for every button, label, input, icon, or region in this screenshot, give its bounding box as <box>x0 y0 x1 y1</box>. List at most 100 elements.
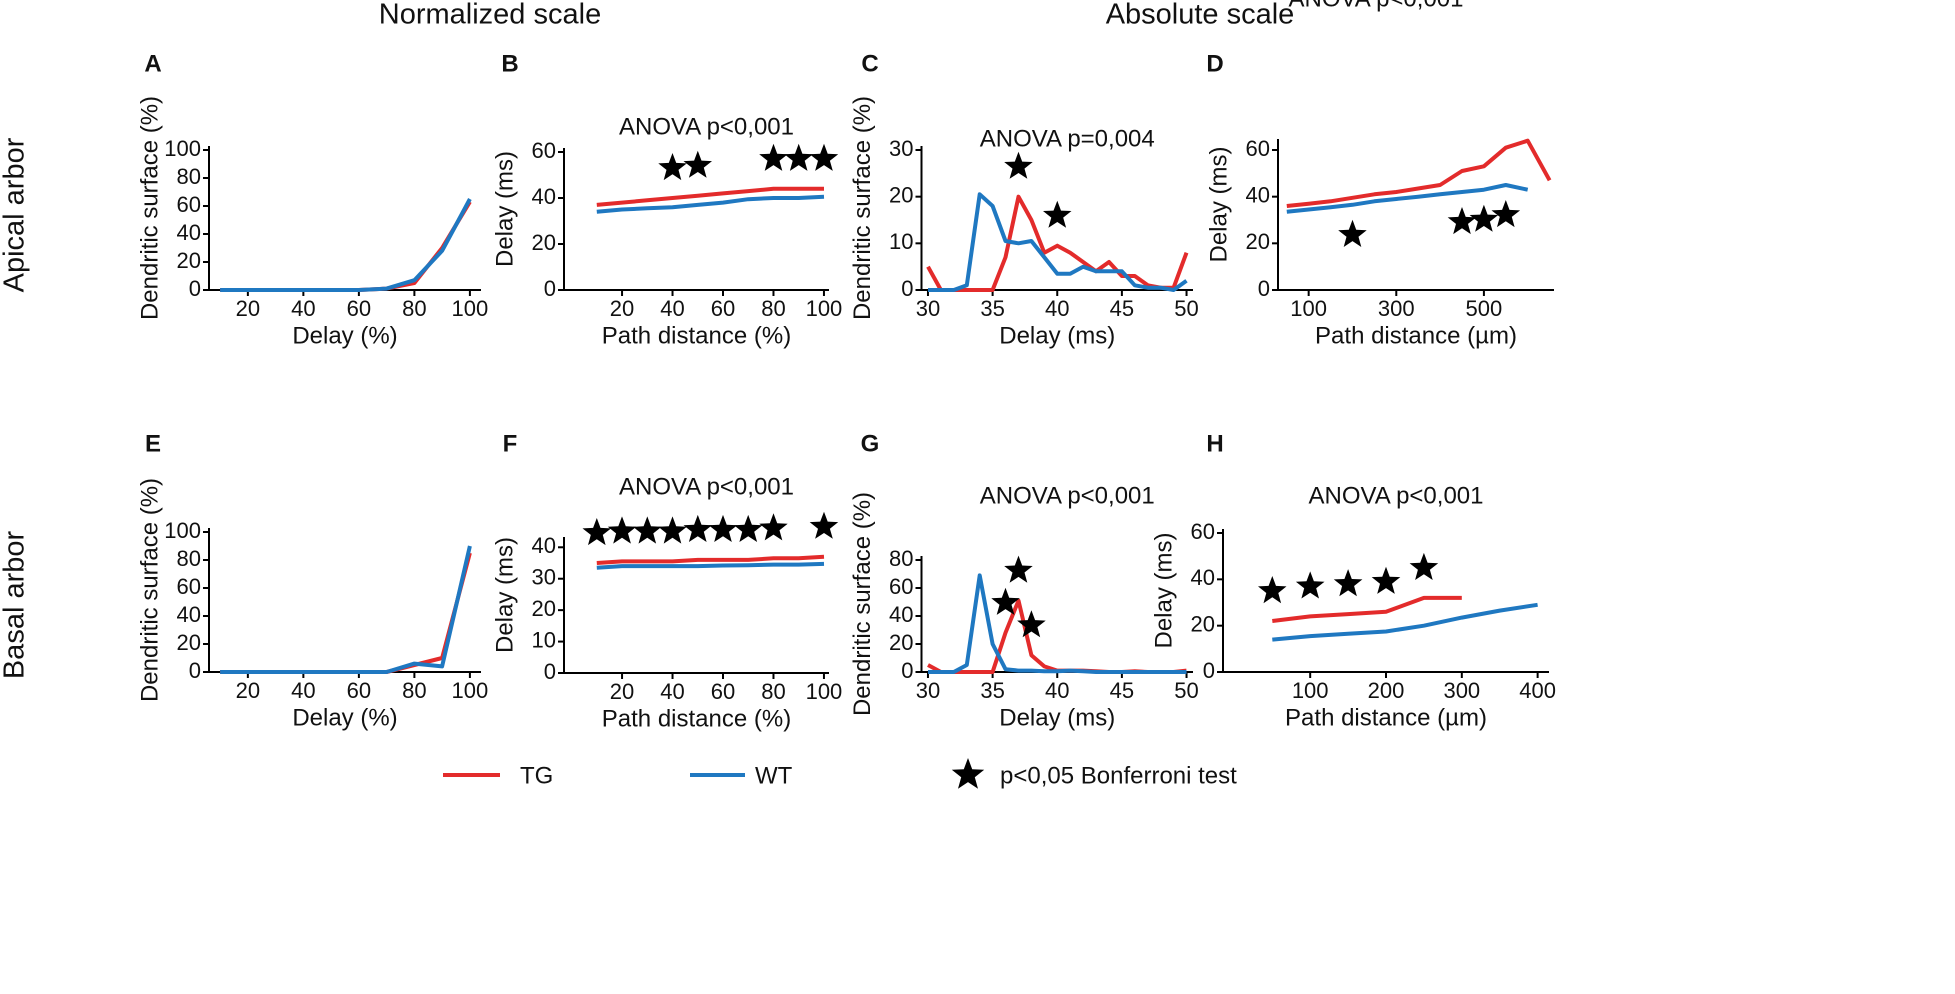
x-axis-label: Path distance (µm) <box>1285 704 1487 731</box>
row-title: Apical arbor <box>0 137 31 292</box>
panel-label: A <box>144 50 161 77</box>
x-tick-label: 30 <box>916 678 940 703</box>
y-tick-label: 20 <box>532 596 556 621</box>
significance-star <box>1017 610 1046 638</box>
y-axis-label: Dendritic surface (%) <box>136 478 163 702</box>
y-tick-label: 100 <box>164 518 201 543</box>
legend-label: TG <box>520 762 553 789</box>
x-tick-label: 300 <box>1378 296 1415 321</box>
x-axis-label: Path distance (%) <box>602 322 791 349</box>
y-tick-label: 0 <box>901 276 913 301</box>
x-tick-label: 30 <box>916 296 940 321</box>
annotation: ANOVA p<0,001 <box>619 113 794 140</box>
y-tick-label: 20 <box>1191 611 1215 636</box>
x-tick-label: 100 <box>806 679 843 704</box>
series-line <box>928 573 1187 674</box>
series-line <box>220 198 472 292</box>
y-axis-label: Dendritic surface (%) <box>849 492 876 716</box>
significance-star <box>658 153 687 181</box>
significance-star <box>1447 207 1477 235</box>
panel-label: E <box>145 430 161 457</box>
significance-star <box>1295 571 1325 599</box>
y-tick-label: 20 <box>889 630 913 655</box>
x-tick-label: 50 <box>1174 296 1198 321</box>
significance-star <box>683 150 712 178</box>
significance-star <box>1409 552 1439 580</box>
significance-star <box>1043 200 1072 228</box>
series-line <box>596 194 825 214</box>
x-axis-label: Delay (ms) <box>999 322 1115 349</box>
y-tick-label: 20 <box>532 230 556 255</box>
x-tick-label: 60 <box>347 678 371 703</box>
significance-star <box>991 587 1020 615</box>
series-line <box>1286 183 1529 214</box>
y-tick-label: 0 <box>189 658 201 683</box>
series-line <box>1272 595 1462 623</box>
x-tick-label: 40 <box>291 296 315 321</box>
significance-star <box>809 143 839 171</box>
x-tick-label: 80 <box>402 678 426 703</box>
x-tick-label: 100 <box>1292 678 1329 703</box>
significance-star <box>809 511 839 539</box>
panel-label: C <box>861 50 878 77</box>
significance-star <box>683 514 712 542</box>
series-line <box>220 545 472 674</box>
y-axis-label: Delay (ms) <box>1205 146 1232 262</box>
legend-label: WT <box>755 762 793 789</box>
y-tick-label: 20 <box>889 182 913 207</box>
significance-star <box>708 514 738 542</box>
legend-label: p<0,05 Bonferroni test <box>1000 762 1237 789</box>
y-tick-label: 40 <box>532 533 556 558</box>
x-tick-label: 20 <box>236 678 260 703</box>
x-tick-label: 40 <box>660 679 684 704</box>
x-tick-label: 80 <box>761 679 785 704</box>
x-axis-label: Delay (%) <box>292 322 397 349</box>
y-tick-label: 0 <box>544 276 556 301</box>
x-tick-label: 100 <box>806 296 843 321</box>
y-tick-label: 20 <box>1246 229 1270 254</box>
series-line <box>596 561 825 570</box>
x-tick-label: 100 <box>1290 296 1327 321</box>
panel-label: B <box>501 50 518 77</box>
y-axis-label: Dendritic surface (%) <box>136 96 163 320</box>
significance-star <box>582 518 612 546</box>
x-tick-label: 60 <box>711 296 735 321</box>
series-line <box>220 200 472 292</box>
y-axis-label: Delay (ms) <box>491 151 518 267</box>
y-tick-label: 10 <box>532 627 556 652</box>
significance-star <box>1258 576 1287 604</box>
annotation: ANOVA p<0,001 <box>1308 482 1483 509</box>
y-tick-label: 60 <box>177 192 201 217</box>
y-tick-label: 0 <box>544 659 556 684</box>
column-title: Normalized scale <box>379 0 601 31</box>
x-tick-label: 300 <box>1443 678 1480 703</box>
series-line <box>220 552 472 674</box>
annotation: ANOVA p<0,001 <box>1288 0 1463 12</box>
significance-star <box>1338 219 1367 247</box>
legend-star <box>951 758 985 789</box>
x-tick-label: 20 <box>610 296 634 321</box>
row-title: Basal arbor <box>0 531 31 680</box>
x-axis-label: Delay (ms) <box>999 704 1115 731</box>
annotation: ANOVA p=0,004 <box>980 125 1155 152</box>
x-tick-label: 20 <box>236 296 260 321</box>
y-tick-label: 40 <box>889 602 913 627</box>
x-tick-label: 60 <box>711 679 735 704</box>
y-tick-label: 80 <box>177 164 201 189</box>
y-tick-label: 40 <box>177 220 201 245</box>
x-tick-label: 60 <box>347 296 371 321</box>
y-tick-label: 30 <box>532 565 556 590</box>
y-axis-label: Delay (ms) <box>1150 532 1177 648</box>
significance-star <box>1469 204 1499 232</box>
x-tick-label: 50 <box>1174 678 1198 703</box>
y-tick-label: 100 <box>164 136 201 161</box>
significance-star <box>759 513 788 541</box>
x-tick-label: 45 <box>1110 296 1134 321</box>
y-tick-label: 40 <box>1246 182 1270 207</box>
significance-star <box>1004 555 1033 583</box>
panel-label: G <box>861 430 880 457</box>
series-line <box>926 194 1189 292</box>
y-tick-label: 60 <box>889 574 913 599</box>
y-tick-label: 60 <box>1191 519 1215 544</box>
x-tick-label: 80 <box>761 296 785 321</box>
